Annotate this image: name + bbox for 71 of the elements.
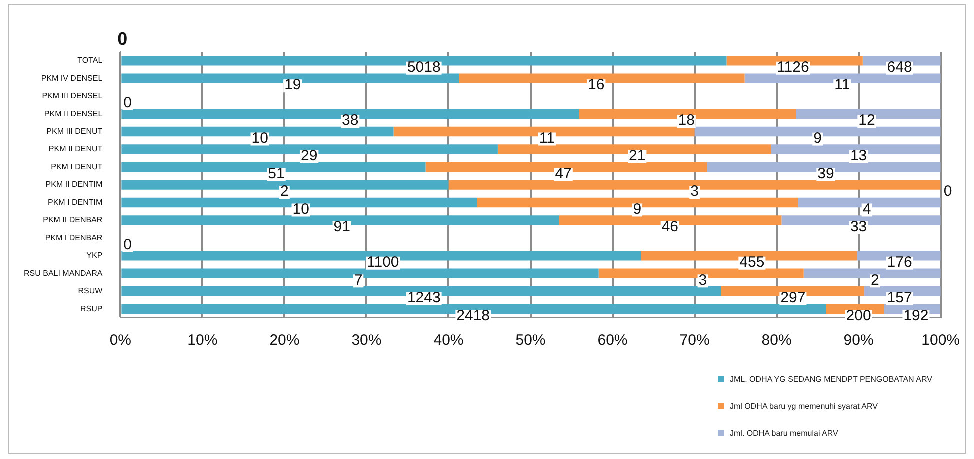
legend-label: Jml. ODHA baru memulai ARV [730,428,838,438]
y-tick-label: PKM I DENTIM [48,198,104,207]
annotation: 12 [858,112,876,130]
annotation: 176 [887,254,912,272]
annotation: 648 [887,59,912,76]
annotation: 0 [944,183,952,200]
x-tick-label: 50% [516,332,546,350]
annotation: 157 [887,290,912,307]
y-tick-label: PKM III DENSEL [42,92,104,101]
annotation: 33 [850,218,868,236]
x-tick-label: 60% [598,332,628,350]
annotation: 46 [662,218,679,236]
annotation: 0 [124,94,132,112]
annotation: 91 [334,218,350,236]
y-tick-label: PKM II DENBAR [43,216,103,225]
annotation: 192 [904,307,929,324]
x-tick-label: 0% [110,332,132,350]
x-tick-label: 30% [352,332,382,350]
annotation: 51 [268,165,285,182]
legend-label: JML. ODHA YG SEDANG MENDPT PENGOBATAN ARV [730,374,932,384]
y-tick-label: PKM II DENSEL [44,109,104,118]
annotation: 1243 [407,290,441,307]
annotation: 29 [300,148,318,165]
annotation: 11 [834,76,850,94]
annotation: 2418 [456,307,490,324]
x-tick-label: 90% [844,332,874,350]
annotation: 13 [850,148,868,165]
annotation: 200 [846,307,872,324]
x-tick-label: 10% [188,332,218,350]
annotation: 18 [678,112,695,130]
annotation: 5018 [407,59,441,76]
annotation: 10 [252,130,268,147]
y-tick-label: PKM II DENUT [48,144,103,154]
annotation: 16 [588,76,605,94]
annotation: 455 [740,254,765,272]
annotation: 297 [780,290,806,307]
y-tick-label: RSUP [80,304,103,314]
annotation: 1126 [777,59,810,76]
x-tick-label: 20% [270,332,300,350]
annotation: 19 [284,76,302,94]
y-tick-label: RSU BALI MANDARA [24,268,104,278]
annotation: 1100 [367,254,400,272]
y-tick-label: PKM I DENUT [51,162,103,172]
annotation: 4 [862,200,872,218]
annotation: 3 [690,183,699,200]
y-tick-label: PKM III DENUT [46,127,103,136]
text: 0 [118,28,128,49]
annotation: 0 [124,236,132,254]
x-tick-label: 80% [762,332,792,350]
annotation: 2 [871,272,880,289]
x-tick-label: 100% [922,332,960,350]
annotation: 9 [633,200,642,218]
y-tick-label: YKP [86,251,103,260]
annotation: 2 [280,183,289,200]
y-tick-label: TOTAL [78,56,104,66]
annotation: 9 [814,130,822,147]
annotation: 39 [818,165,834,182]
y-tick-label: PKM IV DENSEL [41,74,104,83]
annotation: 7 [354,272,363,289]
y-tick-label: PKM II DENTIM [46,180,104,190]
x-tick-label: 70% [680,332,710,350]
annotation: 21 [629,148,646,165]
x-tick-label: 40% [434,332,464,350]
annotation: 38 [342,112,359,130]
annotation: 10 [292,200,310,218]
annotation: 3 [698,272,708,289]
y-tick-label: PKM I DENBAR [45,233,103,242]
annotation: 11 [539,130,555,147]
y-tick-label: RSUW [78,286,104,296]
legend-label: Jml ODHA baru yg memenuhi syarat ARV [730,402,878,410]
annotation: 47 [555,165,572,182]
